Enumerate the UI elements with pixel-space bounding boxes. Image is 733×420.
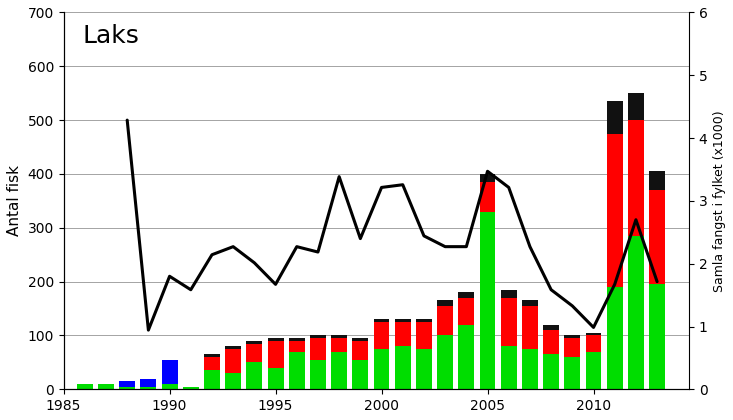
Text: Laks: Laks xyxy=(82,24,139,48)
Bar xyxy=(289,338,305,341)
Bar xyxy=(374,349,389,389)
Bar xyxy=(437,306,453,336)
Bar xyxy=(586,333,602,336)
Bar xyxy=(479,174,496,182)
Bar xyxy=(268,341,284,368)
Bar xyxy=(289,341,305,352)
Bar xyxy=(141,378,156,387)
Bar xyxy=(628,236,644,389)
Bar xyxy=(98,384,114,389)
Bar xyxy=(331,338,347,352)
Bar xyxy=(310,360,326,389)
Bar xyxy=(416,322,432,349)
Bar xyxy=(310,338,326,360)
Bar xyxy=(353,338,368,341)
Bar xyxy=(543,354,559,389)
Bar xyxy=(564,338,581,357)
Bar xyxy=(395,322,410,346)
Bar xyxy=(458,298,474,325)
Bar xyxy=(607,287,622,389)
Bar xyxy=(543,330,559,354)
Bar xyxy=(628,93,644,120)
Bar xyxy=(353,341,368,360)
Bar xyxy=(395,346,410,389)
Bar xyxy=(225,373,241,389)
Bar xyxy=(501,346,517,389)
Bar xyxy=(607,101,622,134)
Bar xyxy=(119,387,135,389)
Bar xyxy=(522,349,538,389)
Bar xyxy=(564,336,581,338)
Bar xyxy=(246,362,262,389)
Bar xyxy=(204,357,220,370)
Bar xyxy=(119,381,135,387)
Bar xyxy=(395,319,410,322)
Bar xyxy=(586,336,602,352)
Bar xyxy=(458,325,474,389)
Bar xyxy=(331,352,347,389)
Bar xyxy=(522,300,538,306)
Bar xyxy=(437,300,453,306)
Bar xyxy=(479,182,496,212)
Bar xyxy=(437,336,453,389)
Bar xyxy=(225,346,241,349)
Bar xyxy=(586,352,602,389)
Bar xyxy=(374,319,389,322)
Bar xyxy=(458,292,474,298)
Bar xyxy=(77,384,93,389)
Bar xyxy=(416,319,432,322)
Bar xyxy=(353,360,368,389)
Bar xyxy=(649,284,665,389)
Bar xyxy=(289,352,305,389)
Bar xyxy=(649,190,665,284)
Bar xyxy=(522,306,538,349)
Bar xyxy=(310,336,326,338)
Bar xyxy=(543,325,559,330)
Bar xyxy=(374,322,389,349)
Bar xyxy=(183,387,199,389)
Bar xyxy=(141,387,156,389)
Bar xyxy=(246,341,262,344)
Bar xyxy=(268,338,284,341)
Bar xyxy=(204,354,220,357)
Bar xyxy=(649,171,665,190)
Bar xyxy=(501,290,517,298)
Bar xyxy=(416,349,432,389)
Bar xyxy=(225,349,241,373)
Bar xyxy=(204,370,220,389)
Bar xyxy=(607,134,622,287)
Y-axis label: Samla fangst i fylket (x1000): Samla fangst i fylket (x1000) xyxy=(713,110,726,292)
Bar xyxy=(564,357,581,389)
Bar xyxy=(479,212,496,389)
Bar xyxy=(628,120,644,236)
Bar xyxy=(162,384,177,389)
Bar xyxy=(162,360,177,384)
Bar xyxy=(501,298,517,346)
Bar xyxy=(268,368,284,389)
Bar xyxy=(331,336,347,338)
Y-axis label: Antal fisk: Antal fisk xyxy=(7,165,22,236)
Bar xyxy=(246,344,262,362)
